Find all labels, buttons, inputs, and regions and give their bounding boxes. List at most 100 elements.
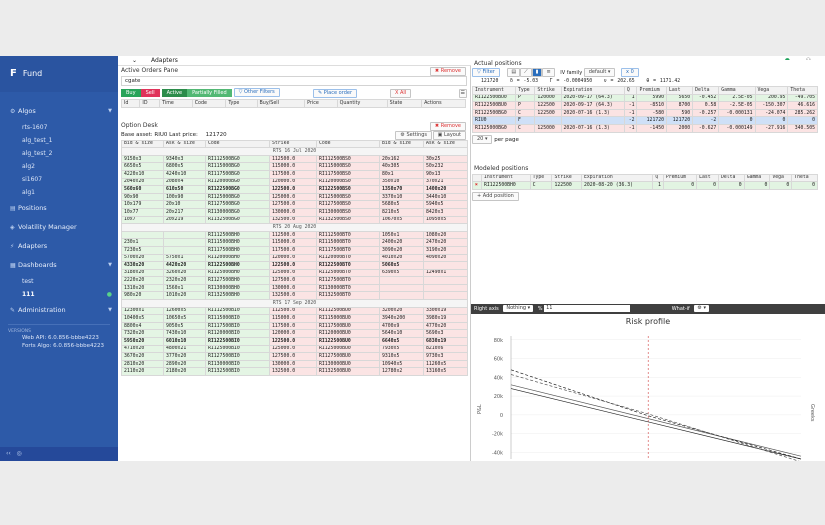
- desk-cell[interactable]: 9150x3: [121, 154, 164, 164]
- desk-row[interactable]: 9150x3 9340x3 RI112500BG0 112500.0 RI112500B…: [121, 154, 468, 164]
- line-chart-icon[interactable]: ⟋: [520, 68, 532, 77]
- desk-cell[interactable]: [379, 276, 424, 285]
- delete-row-icon[interactable]: ✖: [472, 181, 482, 190]
- desk-cell[interactable]: 112500.0: [269, 154, 317, 164]
- filter-button[interactable]: ▽ Filter: [472, 68, 500, 77]
- desk-row[interactable]: 980x20 1010x20 RI132500BH0 132500.0 RI132500…: [121, 291, 468, 301]
- modeled-col-2[interactable]: Strike: [551, 173, 582, 183]
- desk-col-5[interactable]: Bid & size: [379, 139, 424, 149]
- positions-col-0[interactable]: Instrument: [471, 86, 517, 95]
- desk-cell[interactable]: 117500.0: [269, 245, 317, 255]
- positions-col-5[interactable]: Premium: [636, 86, 667, 95]
- desk-cell[interactable]: 7930x5: [379, 344, 424, 354]
- desk-cell[interactable]: 12490x1: [423, 268, 468, 278]
- desk-cell[interactable]: 5940x5: [423, 200, 468, 209]
- list-icon[interactable]: ≡: [542, 68, 555, 77]
- desk-cell[interactable]: RI112500BG0: [205, 154, 270, 164]
- desk-cell[interactable]: RI115000BU0: [316, 314, 380, 323]
- desk-cell[interactable]: 12600x5: [163, 306, 206, 316]
- desk-cell[interactable]: RI130000BT0: [316, 283, 380, 293]
- orders-col-1[interactable]: ID: [139, 99, 161, 108]
- orders-col-2[interactable]: Time: [159, 99, 193, 108]
- desk-cell[interactable]: RI117500BI0: [205, 321, 270, 331]
- desk-cell[interactable]: RI112500BT0: [316, 230, 380, 240]
- desk-row[interactable]: 12300x1 12600x5 RI112500BI0 112500.0 RI11250…: [121, 306, 468, 316]
- desk-cell[interactable]: RI127500BI0: [205, 352, 270, 361]
- desk-cell[interactable]: 130000.0: [269, 359, 317, 369]
- desk-row[interactable]: 6650x5 6800x5 RI115000BG0 115000.0 RI115000B…: [121, 162, 468, 171]
- desk-col-3[interactable]: Strike: [269, 139, 317, 149]
- desk-row[interactable]: 8800x4 9050x5 RI117500BI0 117500.0 RI117500B…: [121, 321, 468, 331]
- desk-cell[interactable]: RI112500BU0: [316, 306, 380, 316]
- desk-cell[interactable]: 5060x5: [379, 261, 424, 270]
- desk-cell[interactable]: 127500.0: [269, 352, 317, 361]
- desk-cell[interactable]: 5700x20: [121, 253, 164, 263]
- desk-cell[interactable]: 115000.0: [269, 314, 317, 323]
- desk-cell[interactable]: 112500.0: [269, 230, 317, 240]
- nav-dash-111[interactable]: 111 ●: [0, 288, 118, 301]
- desk-cell[interactable]: [163, 238, 206, 247]
- orders-col-4[interactable]: Type: [225, 99, 258, 108]
- nav-algos[interactable]: ⚙ Algos ▼: [0, 102, 118, 121]
- desk-cell[interactable]: 6640x5: [379, 337, 424, 346]
- desk-cell[interactable]: 1080x20: [423, 230, 468, 240]
- desk-cell[interactable]: 10950x5: [423, 215, 468, 225]
- desk-cell[interactable]: 6830x19: [423, 337, 468, 346]
- desk-cell[interactable]: RI130000BI0: [205, 359, 270, 369]
- desk-cell[interactable]: 230x1: [121, 238, 164, 247]
- desk-cell[interactable]: 5640x10: [379, 329, 424, 339]
- desk-cell[interactable]: RI112500BS0: [316, 154, 380, 164]
- nav-dash-test[interactable]: test: [0, 275, 118, 288]
- desk-cell[interactable]: 560x60: [121, 185, 164, 194]
- desk-cell[interactable]: 5690x3: [423, 329, 468, 339]
- desk-cell[interactable]: RI120000BS0: [316, 177, 380, 187]
- desk-row[interactable]: 90x90 100x90 RI125000BG0 125000.0 RI125000BS…: [121, 192, 468, 202]
- desk-row[interactable]: 7320x20 7430x10 RI120000BI0 120000.0 RI12000…: [121, 329, 468, 339]
- position-row[interactable]: RI122500BU0 P 122500 2020-09-17 (64.3) -1 -85…: [471, 101, 818, 110]
- desk-cell[interactable]: RI122500BG0: [205, 185, 270, 194]
- desk-cell[interactable]: 10x7: [121, 215, 164, 225]
- desk-cell[interactable]: 1010x20: [163, 291, 206, 301]
- desk-cell[interactable]: RI130000BG0: [205, 207, 270, 217]
- desk-cell[interactable]: 8210x6: [423, 344, 468, 354]
- desk-cell[interactable]: RI112500BI0: [205, 306, 270, 316]
- desk-row[interactable]: 10x77 20x217 RI130000BG0 130000.0 RI130000BS…: [121, 207, 468, 217]
- desk-cell[interactable]: 1400x20: [423, 185, 468, 194]
- desk-cell[interactable]: RI132500BT0: [316, 291, 380, 301]
- desk-row[interactable]: 5950x20 6010x10 RI122500BI0 122500.0 RI12250…: [121, 337, 468, 346]
- desk-cell[interactable]: RI130000BS0: [316, 207, 380, 217]
- desk-cell[interactable]: 10940x5: [379, 359, 424, 369]
- position-row[interactable]: RI122500BU0 P 120000 2020-09-17 (64.3) 1 5990…: [471, 93, 818, 103]
- desk-cell[interactable]: RI115000BG0: [205, 162, 270, 171]
- orders-col-0[interactable]: Id: [120, 99, 141, 108]
- desk-cell[interactable]: 6800x5: [163, 162, 206, 171]
- desk-row[interactable]: 4220x10 4240x10 RI117500BG0 117500.0 RI11750…: [121, 169, 468, 179]
- settings-button[interactable]: ⚙ Settings: [395, 130, 432, 140]
- desk-cell[interactable]: 3670x20: [121, 352, 164, 361]
- desk-cell[interactable]: [121, 230, 164, 240]
- desk-cell[interactable]: [163, 230, 206, 240]
- nav-administration[interactable]: ✎ Administration ▼: [0, 301, 118, 320]
- right-axis-select[interactable]: Nothing ▾: [503, 305, 534, 312]
- desk-cell[interactable]: 9050x5: [163, 321, 206, 331]
- desk-cell[interactable]: 10400x5: [121, 314, 164, 323]
- bar-chart-icon[interactable]: ▮: [531, 68, 543, 77]
- modeled-col-8[interactable]: Gamma: [743, 173, 771, 183]
- desk-cell[interactable]: 90x13: [423, 169, 468, 179]
- filter-partially-filled-button[interactable]: Partially Filled: [187, 89, 232, 97]
- desk-cell[interactable]: [423, 283, 468, 293]
- desk-cell[interactable]: 4420x20: [163, 261, 206, 270]
- desk-cell[interactable]: 4220x10: [121, 169, 164, 179]
- desk-cell[interactable]: 5950x20: [121, 337, 164, 346]
- desk-cell[interactable]: 3090x20: [379, 245, 424, 255]
- desk-row[interactable]: 2220x20 2320x20 RI127500BH0 127500.0 RI12750…: [121, 276, 468, 285]
- desk-row[interactable]: 1310x20 1560x1 RI130000BH0 130000.0 RI130000…: [121, 283, 468, 293]
- what-if-select[interactable]: ⚙ ▾: [694, 305, 709, 312]
- desk-cell[interactable]: 130000.0: [269, 207, 317, 217]
- desk-row[interactable]: 560x60 610x50 RI122500BG0 122500.0 RI122500B…: [121, 185, 468, 194]
- page-size-select[interactable]: 20 ▾: [472, 134, 493, 144]
- desk-cell[interactable]: 9340x3: [163, 154, 206, 164]
- desk-cell[interactable]: RI120000BU0: [316, 329, 380, 339]
- desk-cell[interactable]: 100x90: [163, 192, 206, 202]
- desk-cell[interactable]: RI115000BT0: [316, 238, 380, 247]
